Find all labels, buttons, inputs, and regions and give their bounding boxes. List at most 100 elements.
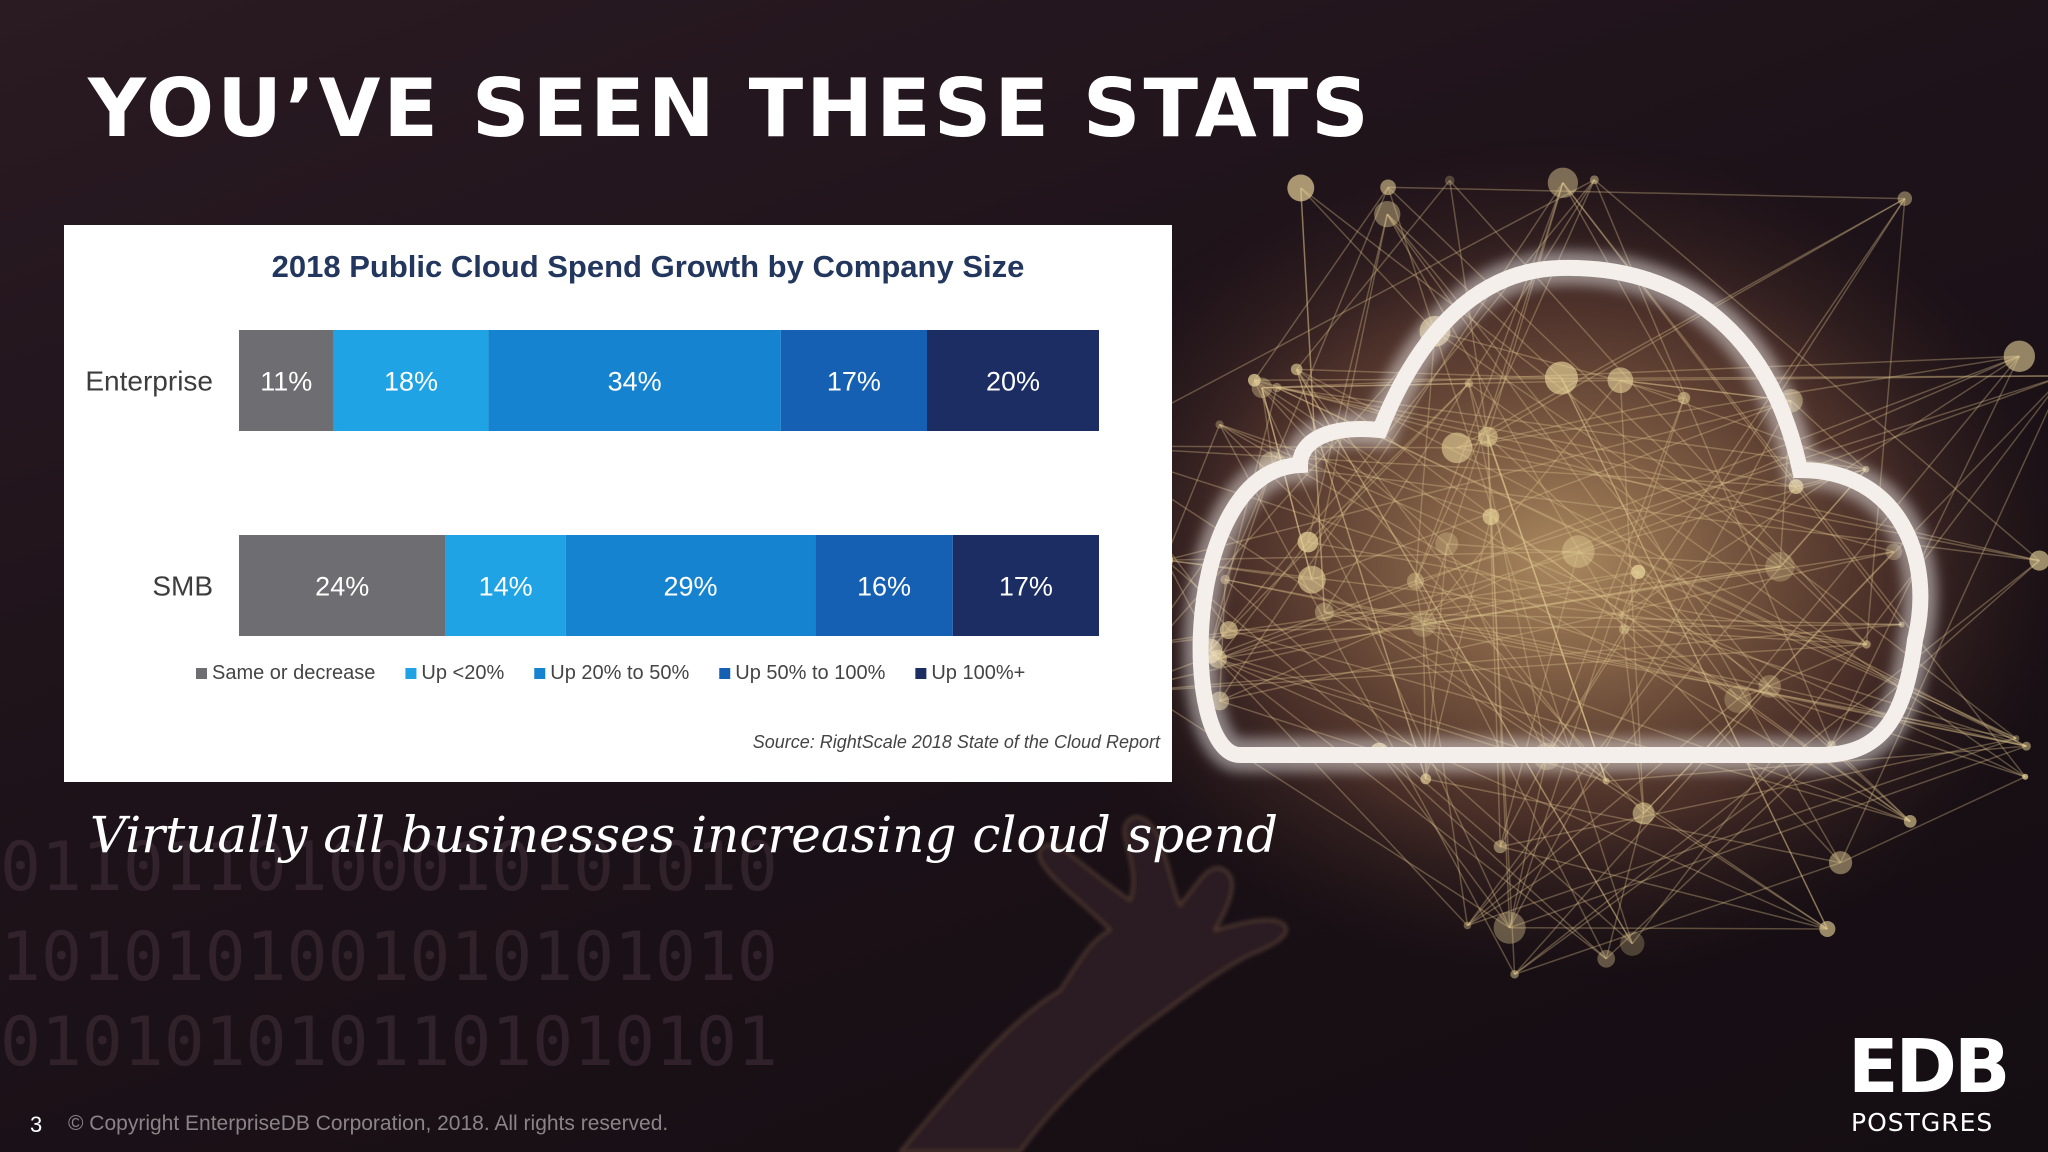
network-node xyxy=(1631,564,1646,579)
network-line xyxy=(1217,566,1781,660)
network-line xyxy=(1623,571,1639,630)
cloud-glow xyxy=(1000,120,2048,1000)
network-line xyxy=(1090,445,1797,488)
network-line xyxy=(1296,180,1451,370)
bar-enterprise-series-2 xyxy=(333,330,489,431)
network-line xyxy=(1219,424,1424,625)
network-line xyxy=(1254,379,1895,553)
network-line xyxy=(1219,551,1895,702)
network-node xyxy=(1510,969,1519,979)
legend-label-1: Same or decrease xyxy=(212,662,375,684)
network-node xyxy=(1632,802,1655,825)
network-line xyxy=(1415,580,2026,778)
data-label-enterprise-series-1: 11% xyxy=(260,367,312,397)
network-line xyxy=(1865,198,1906,645)
network-node xyxy=(2029,550,2048,571)
network-line xyxy=(1508,756,1548,928)
network-line xyxy=(1487,436,1608,782)
network-line xyxy=(1217,541,1309,660)
network-node xyxy=(1724,685,1752,713)
legend-label-5: Up 100%+ xyxy=(931,662,1025,684)
network-line xyxy=(1219,423,1492,518)
network-line xyxy=(1423,566,1781,625)
data-label-smb-series-2: 14% xyxy=(479,572,533,602)
network-line xyxy=(1467,737,2017,927)
network-line xyxy=(1084,571,1639,654)
network-node xyxy=(2022,773,2029,780)
bar-smb-series-1 xyxy=(239,535,446,636)
network-line xyxy=(1509,927,1828,930)
network-node xyxy=(1903,815,1917,828)
network-node xyxy=(1435,532,1459,556)
network-node xyxy=(1862,640,1871,649)
network-line xyxy=(1209,650,1607,960)
network-node xyxy=(1247,373,1261,387)
data-label-smb-series-5: 17% xyxy=(999,572,1053,602)
network-line xyxy=(1500,845,1828,930)
network-node xyxy=(1619,624,1630,635)
network-line xyxy=(1295,369,1633,945)
network-line xyxy=(1217,658,1828,930)
stacked-bar-chart: 2018 Public Cloud Spend Growth by Compan… xyxy=(85,249,1161,752)
network-node xyxy=(1620,931,1645,956)
network-node xyxy=(1444,175,1455,186)
network-line xyxy=(1560,377,1829,930)
network-line xyxy=(1546,397,1685,757)
svg-text:0101010101101010101: 0101010101101010101 xyxy=(0,1003,778,1082)
network-node xyxy=(1562,535,1595,568)
network-line xyxy=(1228,382,1470,631)
network-line xyxy=(1165,559,1312,581)
network-line xyxy=(1165,559,1501,848)
bar-smb-series-5 xyxy=(952,535,1099,636)
legend-label-4: Up 50% to 100% xyxy=(735,662,885,684)
network-nodes xyxy=(1072,167,2048,979)
network-line xyxy=(1620,615,1645,814)
network-line xyxy=(1468,382,2026,778)
cloud-outline xyxy=(1192,259,1929,763)
bar-enterprise-series-4 xyxy=(780,330,927,431)
legend-label-2: Up <20% xyxy=(421,662,504,684)
bar-enterprise-series-3 xyxy=(488,330,781,431)
category-label-enterprise: Enterprise xyxy=(85,366,213,397)
network-node xyxy=(1290,363,1303,376)
network-line xyxy=(1228,623,1902,631)
network-line xyxy=(1311,214,1388,580)
network-line xyxy=(1840,776,2026,864)
network-line xyxy=(1111,623,1902,695)
network-line xyxy=(1467,812,1645,927)
network-node xyxy=(1547,167,1579,198)
chart-card: 2018 Public Cloud Spend Growth by Compan… xyxy=(64,225,1172,782)
network-line xyxy=(1466,698,1739,927)
network-line xyxy=(1423,551,1895,625)
network-node xyxy=(2021,741,2031,751)
slide-subtitle: Virtually all businesses increasing clou… xyxy=(90,806,1279,864)
bar-enterprise-series-1 xyxy=(239,330,334,431)
network-line xyxy=(1414,179,1596,582)
edb-postgres-logo: EDB POSTGRES xyxy=(1848,1030,2010,1140)
network-line xyxy=(1209,650,1468,926)
network-line xyxy=(1218,424,1516,975)
network-node xyxy=(1420,773,1432,785)
network-line xyxy=(1422,379,1621,625)
bar-smb-series-4 xyxy=(815,535,953,636)
network-node xyxy=(1406,572,1425,590)
legend-swatch-2 xyxy=(405,668,417,679)
network-line xyxy=(1514,744,1832,975)
network-line xyxy=(1276,386,1797,488)
network-line xyxy=(1514,861,1841,975)
network-line xyxy=(1261,387,1274,466)
network-line xyxy=(1217,468,1867,660)
network-node xyxy=(1287,174,1315,202)
network-node xyxy=(1297,565,1326,594)
network-line xyxy=(1165,399,1792,561)
network-line xyxy=(1620,571,1639,616)
network-line xyxy=(1307,382,1470,543)
network-node xyxy=(1272,382,1282,393)
network-line xyxy=(1414,331,1436,582)
network-line xyxy=(1560,377,1829,930)
bars: Enterprise 11% 18% 34% 17% 20% SMB 24% 14% 29% 16%… xyxy=(85,330,1099,636)
network-node xyxy=(1607,367,1634,394)
network-line xyxy=(1414,182,1564,582)
network-line xyxy=(1620,375,2048,382)
